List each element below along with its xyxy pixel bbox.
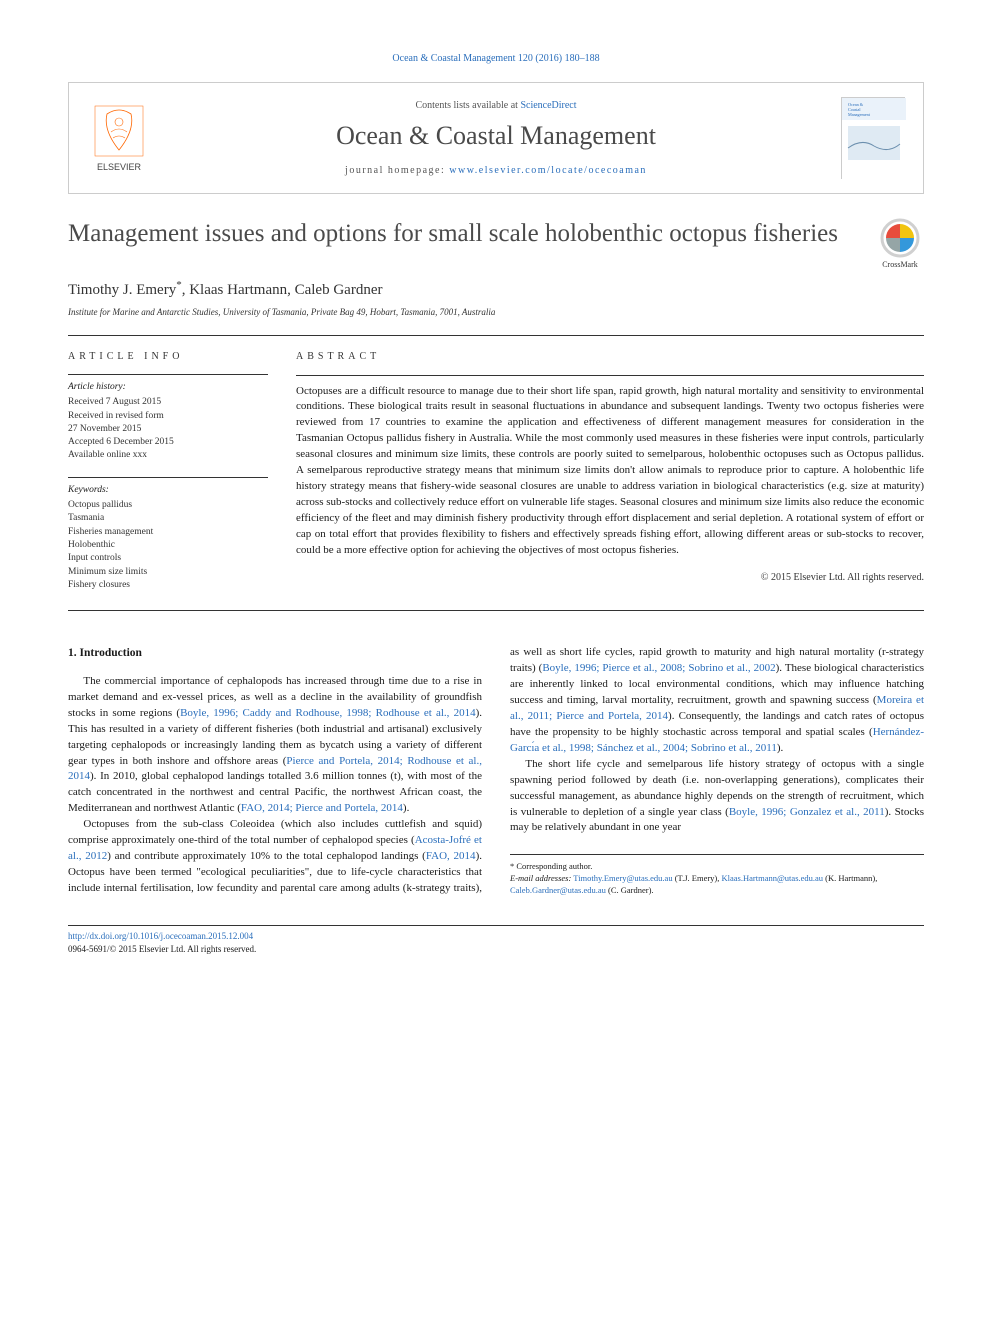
keyword-item: Holobenthic (68, 539, 268, 552)
history-item: Received 7 August 2015 (68, 396, 268, 409)
abstract-copyright: © 2015 Elsevier Ltd. All rights reserved… (296, 571, 924, 586)
page-footer: http://dx.doi.org/10.1016/j.ocecoaman.20… (68, 925, 924, 955)
svg-text:ELSEVIER: ELSEVIER (97, 162, 142, 172)
footnote-block: * Corresponding author. E-mail addresses… (510, 854, 924, 897)
svg-text:Coastal: Coastal (848, 107, 861, 112)
article-title: Management issues and options for small … (68, 218, 858, 249)
journal-homepage-line: journal homepage: www.elsevier.com/locat… (169, 165, 823, 176)
email-link[interactable]: Caleb.Gardner@utas.edu.au (510, 885, 606, 895)
history-item: 27 November 2015 (68, 423, 268, 436)
keyword-item: Fisheries management (68, 526, 268, 539)
svg-text:Management: Management (848, 112, 871, 117)
svg-text:Ocean &: Ocean & (848, 102, 864, 107)
article-info-label: ARTICLE INFO (68, 350, 268, 364)
citation-link[interactable]: Boyle, 1996; Pierce et al., 2008; Sobrin… (542, 662, 775, 674)
issn-copyright: 0964-5691/© 2015 Elsevier Ltd. All right… (68, 943, 924, 956)
sciencedirect-link[interactable]: ScienceDirect (520, 100, 576, 111)
affiliation: Institute for Marine and Antarctic Studi… (68, 307, 924, 317)
divider (68, 335, 924, 336)
crossmark-badge[interactable]: CrossMark (876, 218, 924, 269)
citation-link[interactable]: Boyle, 1996; Gonzalez et al., 2011 (729, 806, 885, 818)
journal-name: Ocean & Coastal Management (169, 121, 823, 151)
abstract-text: Octopuses are a difficult resource to ma… (296, 384, 924, 559)
doi-link[interactable]: http://dx.doi.org/10.1016/j.ocecoaman.20… (68, 931, 253, 941)
keywords-label: Keywords: (68, 484, 268, 497)
crossmark-icon (880, 218, 920, 258)
divider (68, 610, 924, 611)
body-paragraph: The short life cycle and semelparous lif… (510, 757, 924, 837)
citation-link[interactable]: Boyle, 1996; Caddy and Rodhouse, 1998; R… (180, 707, 476, 719)
crossmark-label: CrossMark (876, 260, 924, 269)
abstract-label: ABSTRACT (296, 350, 924, 365)
citation-link[interactable]: FAO, 2014; Pierce and Portela, 2014 (241, 802, 403, 814)
body-paragraph: The commercial importance of cephalopods… (68, 674, 482, 817)
email-link[interactable]: Klaas.Hartmann@utas.edu.au (722, 873, 824, 883)
keyword-item: Minimum size limits (68, 566, 268, 579)
section-heading: 1. Introduction (68, 645, 482, 662)
email-addresses: E-mail addresses: Timothy.Emery@utas.edu… (510, 873, 924, 897)
lists-available-line: Contents lists available at ScienceDirec… (169, 100, 823, 111)
journal-reference: Ocean & Coastal Management 120 (2016) 18… (392, 53, 599, 64)
authors-line: Timothy J. Emery*, Klaas Hartmann, Caleb… (68, 279, 924, 299)
history-label: Article history: (68, 381, 268, 394)
article-body: 1. Introduction The commercial importanc… (68, 645, 924, 897)
email-link[interactable]: Timothy.Emery@utas.edu.au (573, 873, 672, 883)
journal-cover-thumbnail: Ocean & Coastal Management (841, 97, 905, 179)
keyword-item: Fishery closures (68, 579, 268, 592)
history-item: Accepted 6 December 2015 (68, 436, 268, 449)
corresponding-author-note: * Corresponding author. (510, 861, 924, 873)
history-item: Available online xxx (68, 449, 268, 462)
journal-homepage-link[interactable]: www.elsevier.com/locate/ocecoaman (449, 165, 647, 176)
keyword-item: Octopus pallidus (68, 499, 268, 512)
elsevier-logo: ELSEVIER (87, 102, 151, 174)
history-item: Received in revised form (68, 410, 268, 423)
citation-link[interactable]: FAO, 2014 (426, 850, 476, 862)
journal-header-box: ELSEVIER Contents lists available at Sci… (68, 82, 924, 194)
keyword-item: Tasmania (68, 512, 268, 525)
keyword-item: Input controls (68, 552, 268, 565)
